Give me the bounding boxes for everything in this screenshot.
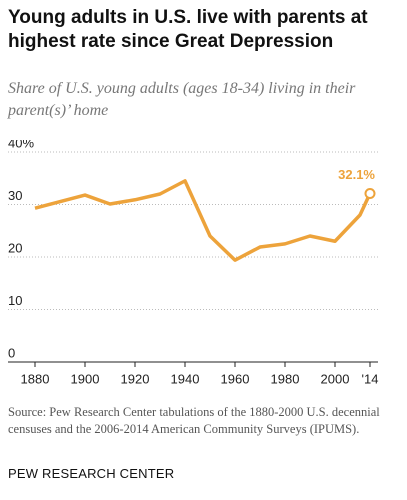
x-tick-label: 1940: [171, 371, 200, 386]
end-point: [364, 187, 376, 199]
source-note: Source: Pew Research Center tabulations …: [8, 405, 380, 436]
x-tick-label: '14: [362, 371, 379, 386]
chart-title: Young adults in U.S. live with parents a…: [8, 7, 368, 52]
x-tick-label: 1980: [271, 371, 300, 386]
value-label: 32.1%: [338, 167, 375, 182]
footer: PEW RESEARCH CENTER: [8, 466, 175, 481]
x-tick-label: 1880: [21, 371, 50, 386]
y-tick-label: 40%: [8, 140, 34, 150]
y-tick-label: 0: [8, 345, 15, 360]
y-tick-label: 10: [8, 293, 22, 308]
x-tick-label: 1920: [121, 371, 150, 386]
x-tick-label: 1900: [71, 371, 100, 386]
x-tick-label: 2000: [321, 371, 350, 386]
y-tick-label: 30: [8, 188, 22, 203]
chart: 0 10 20 30 40% 1880 1900 1920 1940 1960 1980 2000 '1…: [8, 140, 379, 386]
x-tick-label: 1960: [221, 371, 250, 386]
chart-subtitle: Share of U.S. young adults (ages 18-34) …: [8, 80, 356, 119]
y-tick-label: 20: [8, 240, 22, 255]
data-line: [34, 179, 372, 262]
